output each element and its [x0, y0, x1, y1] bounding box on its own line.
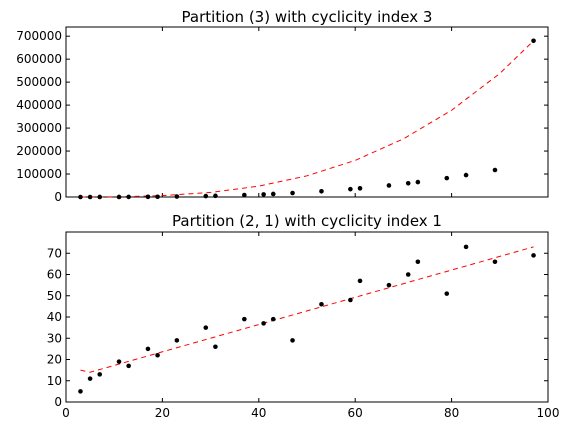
top-y-tick-label: 400000	[16, 98, 62, 112]
top-chart-panel: Partition (3) with cyclicity index 3 0 10…	[16, 8, 549, 204]
top-y-tick-label: 100000	[16, 167, 62, 181]
top-y-tick-label: 500000	[16, 75, 62, 89]
top-data-point	[290, 190, 295, 196]
top-y-tick-label: 700000	[16, 29, 62, 43]
top-data-point	[415, 179, 421, 185]
bottom-x-tick-label: 40	[251, 406, 266, 419]
top-data-point	[145, 194, 151, 200]
top-data-point	[242, 192, 247, 198]
top-data-point	[319, 189, 324, 194]
bottom-data-point	[78, 389, 83, 394]
bottom-x-tick-label: 100	[537, 406, 560, 419]
top-data-point	[97, 194, 103, 200]
bottom-x-tick-label: 60	[348, 406, 363, 419]
top-data-point	[261, 192, 266, 197]
bottom-y-tick-label: 20	[47, 353, 62, 367]
top-data-point	[386, 183, 392, 188]
bottom-data-point	[145, 346, 151, 352]
bottom-data-point	[290, 338, 295, 343]
bottom-data-point	[213, 344, 218, 350]
bottom-y-tick-label: 40	[47, 310, 62, 324]
top-data-point	[116, 194, 122, 200]
bottom-data-point	[97, 372, 103, 377]
top-y-tick-label: 300000	[16, 121, 62, 135]
top-data-point	[444, 175, 450, 181]
bottom-x-tick-label: 0	[62, 406, 70, 419]
bottom-data-point	[463, 244, 469, 250]
bottom-data-point	[174, 338, 180, 343]
bottom-y-tick-label: 70	[47, 246, 62, 260]
bottom-data-point	[116, 359, 122, 364]
bottom-data-point	[386, 282, 392, 288]
bottom-axes-frame	[65, 231, 549, 403]
top-data-point	[463, 172, 469, 178]
bottom-data-point	[203, 325, 209, 330]
bottom-y-tick-label: 50	[47, 289, 62, 303]
top-data-point	[87, 194, 93, 200]
bottom-chart-panel: Partition (2, 1) with cyclicity index 1 …	[47, 212, 560, 420]
top-chart-title: Partition (3) with cyclicity index 3	[182, 8, 433, 26]
bottom-data-point	[155, 352, 160, 358]
top-data-point	[270, 191, 276, 197]
top-data-point	[213, 193, 218, 199]
top-data-point	[78, 194, 83, 200]
top-data-point	[492, 167, 498, 173]
top-data-point	[155, 194, 160, 200]
bottom-y-tick-label: 30	[47, 331, 62, 345]
top-data-point	[174, 194, 180, 199]
top-data-point	[126, 194, 131, 200]
bottom-fit-line	[80, 246, 534, 373]
bottom-data-point	[261, 321, 266, 326]
bottom-data-point	[242, 316, 247, 322]
bottom-data-point	[319, 301, 324, 307]
bottom-data-point	[357, 278, 363, 284]
bottom-y-tick-label: 0	[54, 395, 62, 409]
top-y-tick-label: 600000	[16, 52, 62, 66]
bottom-y-tick-label: 60	[47, 268, 62, 282]
top-axes-frame	[65, 26, 549, 198]
bottom-x-tick-label: 20	[155, 406, 170, 419]
top-data-point	[531, 38, 536, 44]
bottom-data-point	[531, 253, 536, 258]
bottom-data-point	[348, 297, 353, 303]
top-data-point	[405, 180, 411, 186]
bottom-data-point	[415, 259, 421, 265]
bottom-data-point	[444, 291, 450, 296]
top-y-tick-label: 200000	[16, 144, 62, 158]
bottom-data-point	[405, 272, 411, 277]
bottom-data-point	[270, 316, 276, 322]
top-y-tick-label: 0	[54, 190, 62, 204]
top-data-point	[357, 186, 363, 191]
bottom-y-tick-label: 10	[47, 374, 62, 388]
bottom-data-point	[492, 259, 498, 265]
bottom-x-tick-label: 80	[444, 406, 459, 419]
bottom-data-point	[126, 363, 131, 369]
bottom-data-point	[87, 376, 93, 381]
top-data-point	[348, 186, 353, 192]
bottom-chart-title: Partition (2, 1) with cyclicity index 1	[172, 212, 442, 230]
top-data-point	[203, 193, 209, 199]
